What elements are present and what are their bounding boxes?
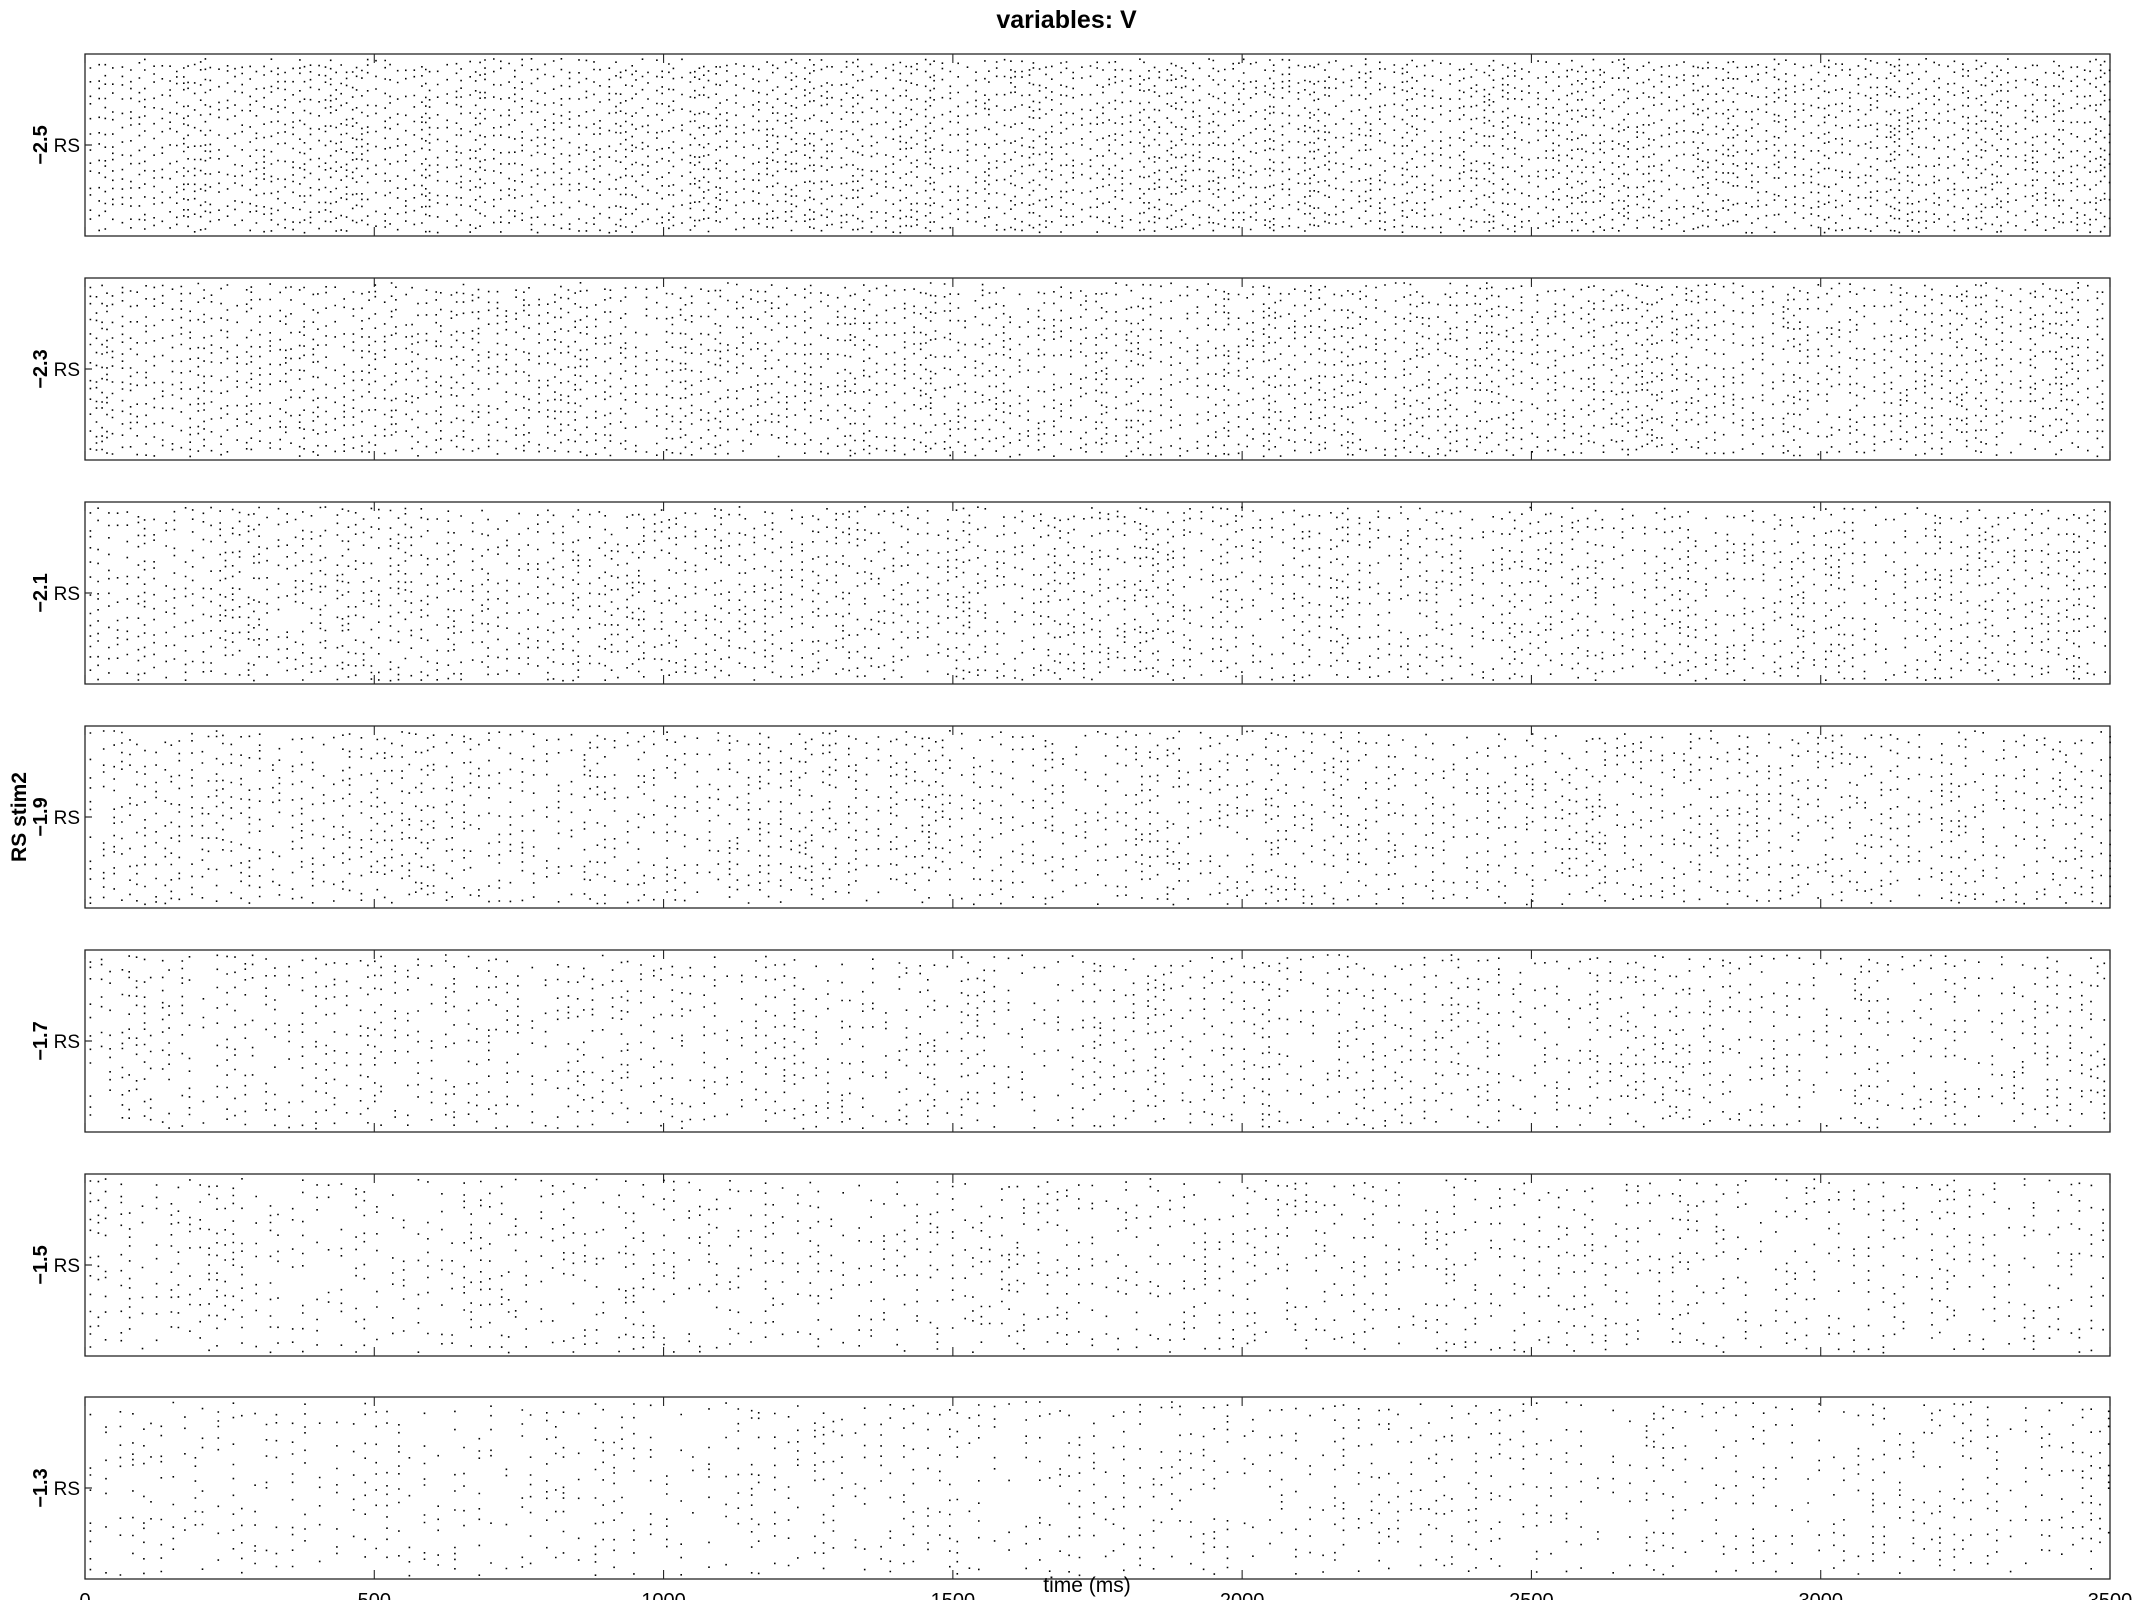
y-tick-label: RS bbox=[54, 136, 80, 157]
figure-title: variables: V bbox=[996, 6, 1137, 34]
raster-panel: RS−2.5 bbox=[30, 53, 2111, 237]
panel-frame bbox=[84, 725, 2111, 909]
panel-param-label: −2.5 bbox=[30, 125, 52, 164]
panel-frame bbox=[84, 949, 2111, 1133]
y-tick-label: RS bbox=[54, 1256, 80, 1277]
raster-panel: RS−2.1 bbox=[30, 501, 2111, 685]
panel-param-label: −1.5 bbox=[30, 1245, 52, 1284]
raster-panel: RS−1.7 bbox=[30, 949, 2111, 1133]
x-tick-label: 1500 bbox=[931, 1590, 976, 1600]
panel-param-label: −2.1 bbox=[30, 573, 52, 612]
raster-panel: RS−2.3 bbox=[30, 277, 2111, 461]
panel-param-label: −2.3 bbox=[30, 349, 52, 388]
x-tick-label: 500 bbox=[358, 1590, 391, 1600]
panel-frame bbox=[84, 1173, 2111, 1357]
panel-param-label: −1.3 bbox=[30, 1468, 52, 1507]
panel-frame bbox=[84, 1396, 2111, 1580]
panel-frame bbox=[84, 501, 2111, 685]
y-tick-label: RS bbox=[54, 1479, 80, 1500]
y-tick-label: RS bbox=[54, 808, 80, 829]
x-tick-label: 2000 bbox=[1220, 1590, 1265, 1600]
x-tick-label: 2500 bbox=[1509, 1590, 1554, 1600]
x-axis-label: time (ms) bbox=[1043, 1574, 1131, 1597]
raster-panel: RS−1.3 bbox=[30, 1396, 2111, 1580]
x-tick-label: 3000 bbox=[1798, 1590, 1843, 1600]
panel-frame bbox=[84, 53, 2111, 237]
panel-param-label: −1.9 bbox=[30, 797, 52, 836]
panel-frame bbox=[84, 277, 2111, 461]
y-tick-label: RS bbox=[54, 584, 80, 605]
raster-panel: RS−1.9 bbox=[30, 725, 2111, 909]
y-tick-label: RS bbox=[54, 360, 80, 381]
x-tick-label: 3500 bbox=[2088, 1590, 2133, 1600]
spike-marks bbox=[89, 282, 2104, 458]
x-tick-label: 0 bbox=[79, 1590, 90, 1600]
panel-param-label: −1.7 bbox=[30, 1021, 52, 1060]
y-tick-label: RS bbox=[54, 1032, 80, 1053]
raster-panel: RS−1.5 bbox=[30, 1173, 2111, 1357]
x-tick-label: 1000 bbox=[641, 1590, 686, 1600]
